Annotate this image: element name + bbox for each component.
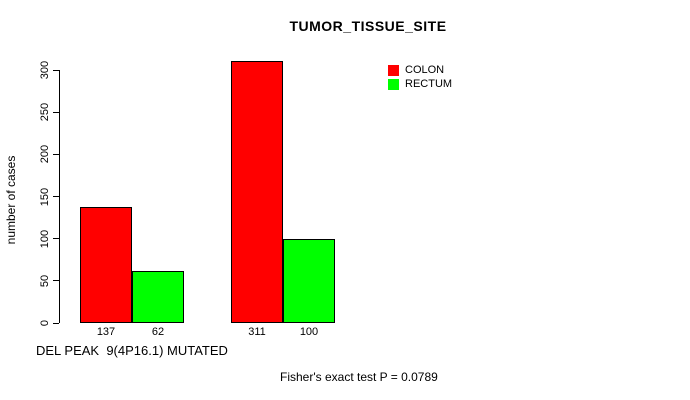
legend-swatch-rectum [388, 78, 399, 90]
y-tick-mark [53, 322, 59, 324]
bar-value-label: 100 [299, 326, 319, 338]
y-tick-mark [53, 111, 59, 113]
y-tick-label: 300 [39, 60, 51, 80]
x-axis-label: DEL PEAK 9(4P16.1) MUTATED [36, 343, 228, 358]
legend-item-rectum: RECTUM [388, 77, 452, 91]
legend-label: RECTUM [405, 78, 453, 90]
y-axis-label: number of cases [4, 155, 18, 245]
y-tick-mark [53, 280, 59, 282]
y-tick-label: 250 [39, 102, 51, 122]
y-tick-label: 50 [39, 274, 51, 287]
y-tick-label: 200 [39, 145, 51, 164]
y-axis-line [59, 70, 60, 323]
annotation-text: Fisher's exact test P = 0.0789 [280, 370, 438, 384]
bar-value-label: 137 [96, 326, 116, 338]
bar-value-label: 62 [151, 326, 165, 338]
legend-item-colon: COLON [388, 63, 452, 77]
legend-swatch-colon [388, 64, 399, 76]
bar-rectum-group2 [283, 239, 335, 323]
y-tick-label: 150 [39, 187, 51, 206]
legend-label: COLON [405, 64, 445, 76]
chart-title: TUMOR_TISSUE_SITE [289, 18, 447, 34]
bar-colon-group2 [231, 61, 283, 323]
y-tick-label: 0 [39, 319, 51, 327]
bar-rectum-group1 [132, 271, 184, 323]
bar-colon-group1 [80, 207, 132, 323]
legend: COLON RECTUM [388, 63, 452, 91]
y-tick-label: 100 [39, 229, 51, 248]
y-tick-mark [53, 196, 59, 197]
y-tick-mark [53, 153, 59, 155]
y-tick-mark [53, 238, 59, 240]
y-tick-mark [53, 69, 59, 71]
bar-value-label: 311 [248, 326, 266, 338]
